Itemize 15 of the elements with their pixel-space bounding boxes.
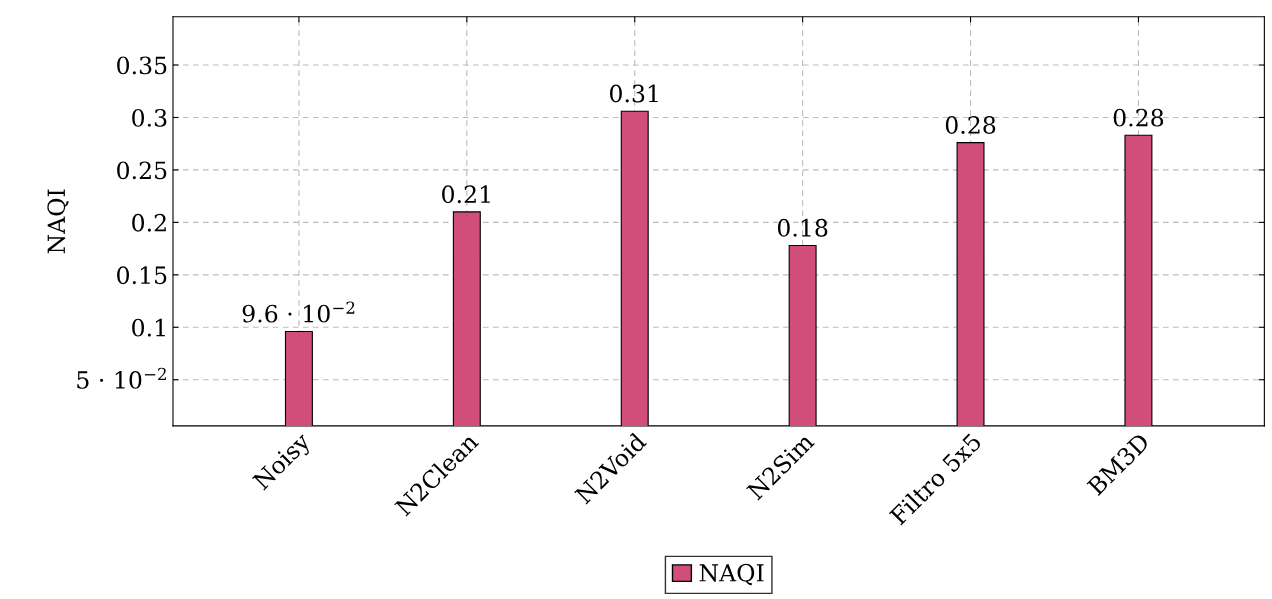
y-tick-label: 0.35 <box>117 56 167 75</box>
data-label: 0.18 <box>777 218 828 237</box>
y-axis-title: NAQI <box>47 189 69 254</box>
y-tick-label: 0.15 <box>117 266 167 285</box>
data-label: 0.28 <box>945 116 996 134</box>
data-label: 0.21 <box>442 185 490 204</box>
y-tick-label: 0.2 <box>132 213 166 232</box>
y-tick-label: 0.3 <box>132 108 167 127</box>
y-tick-label: 0.25 <box>117 161 167 180</box>
y-tick-label: 0.1 <box>132 318 165 337</box>
data-label: 0.28 <box>1113 108 1164 127</box>
data-label: 9.6 · 10$^{−2}$ <box>242 301 355 323</box>
data-label: 0.31 <box>610 84 658 103</box>
legend-label: NAQI <box>699 563 764 586</box>
y-tick-label: 5 · 10$^{−2}$ <box>77 367 166 389</box>
